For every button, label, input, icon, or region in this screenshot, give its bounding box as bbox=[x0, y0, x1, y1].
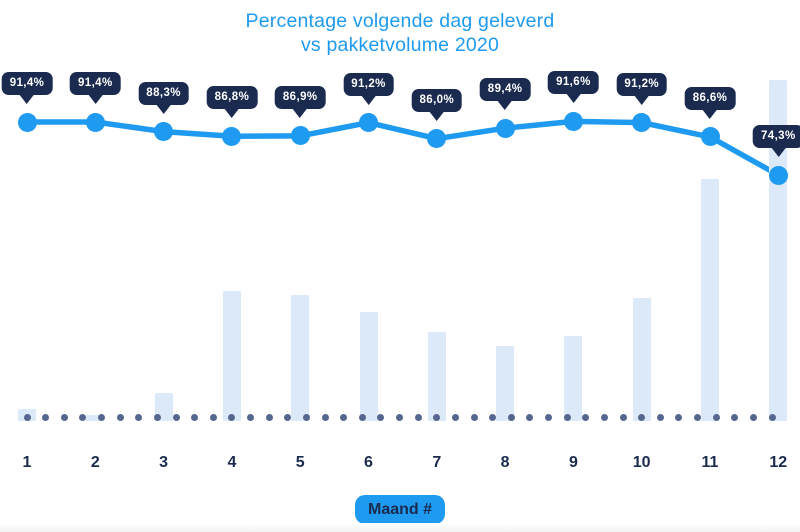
volume-bar-month-5 bbox=[291, 295, 310, 421]
x-axis-month-label: 12 bbox=[769, 454, 788, 471]
data-point-month-10 bbox=[632, 113, 652, 133]
baseline-dot bbox=[265, 414, 273, 421]
value-tooltip-month-1: 91,4% bbox=[1, 72, 53, 104]
data-point-month-2 bbox=[85, 112, 105, 132]
x-axis-month-label: 4 bbox=[227, 454, 237, 471]
baseline-dot bbox=[302, 414, 310, 421]
baseline-dot bbox=[79, 414, 87, 421]
data-point-month-3 bbox=[154, 122, 174, 142]
data-point-month-6 bbox=[359, 113, 378, 133]
baseline-dot bbox=[694, 414, 701, 421]
x-axis-title-badge: Maand # bbox=[354, 495, 446, 524]
baseline-dot bbox=[619, 414, 627, 421]
baseline-dot bbox=[582, 414, 590, 421]
baseline-dot bbox=[42, 414, 50, 421]
baseline-dot bbox=[172, 414, 180, 421]
baseline-dot bbox=[451, 414, 459, 421]
value-tooltip-month-3: 88,3% bbox=[138, 81, 189, 114]
data-point-month-5 bbox=[290, 126, 310, 146]
data-point-month-8 bbox=[495, 118, 515, 138]
value-tooltip-month-12: 74,3% bbox=[752, 125, 800, 157]
baseline-dot bbox=[675, 414, 683, 421]
x-axis-month-label: 7 bbox=[432, 454, 442, 471]
value-tooltip-month-2: 91,4% bbox=[69, 72, 121, 104]
baseline-dot bbox=[768, 414, 776, 421]
bottom-strip bbox=[0, 523, 800, 532]
volume-bar-month-12 bbox=[769, 80, 788, 421]
value-tooltip-month-7: 86,0% bbox=[411, 88, 463, 121]
x-axis-month-label: 6 bbox=[364, 454, 373, 471]
data-point-month-7 bbox=[427, 129, 447, 149]
volume-bar-month-11 bbox=[701, 179, 719, 421]
volume-bar-month-2 bbox=[86, 415, 105, 421]
baseline-dot bbox=[396, 414, 403, 421]
value-tooltip-month-8: 89,4% bbox=[479, 78, 531, 111]
baseline-dot bbox=[247, 414, 254, 421]
data-point-month-9 bbox=[563, 111, 583, 131]
chart-title-line1: Percentage volgende dag geleverd bbox=[245, 10, 555, 32]
baseline-dot bbox=[135, 414, 143, 421]
baseline-dot bbox=[228, 414, 236, 421]
x-axis-month-label: 9 bbox=[568, 454, 578, 471]
baseline-dot bbox=[116, 414, 124, 421]
volume-bar-month-10 bbox=[632, 298, 651, 421]
baseline-dot bbox=[23, 414, 31, 421]
baseline-dot bbox=[98, 414, 105, 421]
x-axis-month-label: 1 bbox=[22, 454, 32, 471]
baseline-dot bbox=[731, 414, 739, 421]
baseline-dot bbox=[433, 414, 441, 421]
baseline-dot bbox=[153, 414, 161, 421]
baseline-dot bbox=[749, 414, 757, 421]
baseline-dot bbox=[340, 414, 348, 421]
chart-title: Percentage volgende dag geleverd vs pakk… bbox=[0, 9, 800, 57]
baseline-dot bbox=[358, 414, 366, 421]
x-axis-month-label: 11 bbox=[701, 454, 719, 471]
x-axis-month-label: 10 bbox=[632, 454, 651, 471]
baseline-dot bbox=[712, 414, 720, 421]
baseline-dot bbox=[209, 414, 217, 421]
volume-bar-month-7 bbox=[427, 332, 446, 421]
value-tooltip-month-5: 86,9% bbox=[274, 85, 326, 118]
volume-bar-month-8 bbox=[496, 346, 515, 421]
data-point-month-4 bbox=[222, 126, 242, 146]
baseline-dot bbox=[284, 414, 292, 421]
baseline-dot bbox=[638, 414, 646, 421]
baseline-dot bbox=[507, 414, 515, 421]
baseline-dot bbox=[191, 414, 199, 421]
baseline-dot bbox=[563, 414, 571, 421]
baseline-dot bbox=[414, 414, 422, 421]
baseline-dot bbox=[60, 414, 68, 421]
value-tooltip-month-6: 91,2% bbox=[343, 72, 394, 105]
x-axis-month-label: 5 bbox=[295, 454, 305, 471]
baseline-dot bbox=[600, 414, 608, 421]
baseline-dot bbox=[526, 414, 534, 421]
x-axis-month-label: 2 bbox=[90, 454, 100, 471]
volume-bar-month-9 bbox=[564, 336, 583, 421]
volume-bar-month-6 bbox=[359, 312, 378, 421]
data-point-month-11 bbox=[700, 127, 720, 147]
chart-title-line2: vs pakketvolume 2020 bbox=[300, 34, 500, 56]
value-tooltip-month-10: 91,2% bbox=[616, 72, 667, 105]
value-tooltip-month-4: 86,8% bbox=[206, 86, 258, 119]
value-tooltip-month-9: 91,6% bbox=[548, 71, 599, 104]
data-point-month-12 bbox=[768, 165, 788, 185]
value-tooltip-month-11: 86,6% bbox=[684, 86, 736, 119]
baseline-dot bbox=[545, 414, 552, 421]
baseline-dot bbox=[489, 414, 497, 421]
volume-bar-month-4 bbox=[222, 291, 241, 421]
baseline-dot bbox=[321, 414, 329, 421]
baseline-dot bbox=[656, 414, 664, 421]
data-point-month-1 bbox=[17, 112, 37, 132]
x-axis-month-label: 8 bbox=[500, 454, 510, 471]
baseline-dot bbox=[377, 414, 385, 421]
x-axis-month-label: 3 bbox=[159, 454, 169, 471]
baseline-dot bbox=[470, 414, 478, 421]
